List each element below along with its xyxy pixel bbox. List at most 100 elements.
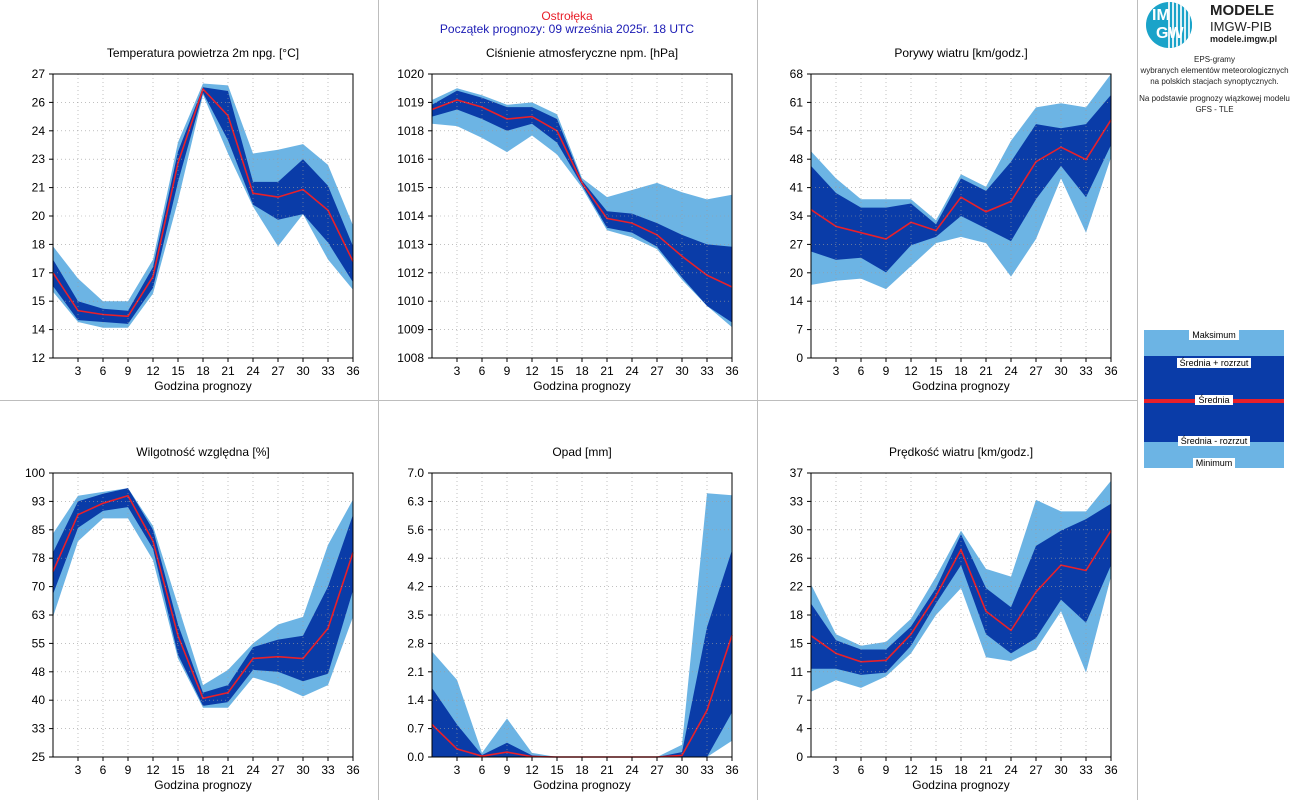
x-tick-label: 15 xyxy=(550,763,564,777)
description-line: wybranych elementów meteorologicznych xyxy=(1140,66,1289,75)
x-tick-label: 24 xyxy=(1004,364,1018,378)
x-tick-label: 18 xyxy=(196,763,210,777)
chart-panel: Wilgotność względna [%]25334048556370788… xyxy=(25,445,360,792)
x-axis-label: Godzina prognozy xyxy=(533,379,630,393)
description-line: na polskich stacjach synoptycznych. xyxy=(1150,77,1279,86)
x-tick-label: 24 xyxy=(246,763,260,777)
y-tick-label: 2.8 xyxy=(407,636,424,650)
y-tick-label: 63 xyxy=(32,608,46,622)
y-tick-label: 7 xyxy=(796,693,803,707)
x-tick-label: 18 xyxy=(196,364,210,378)
y-tick-label: 1016 xyxy=(397,152,424,166)
x-axis-label: Godzina prognozy xyxy=(154,379,251,393)
y-tick-label: 14 xyxy=(32,323,46,337)
x-tick-label: 27 xyxy=(271,364,285,378)
legend-label-mean-minus: Średnia - rozrzut xyxy=(1144,436,1284,446)
x-tick-label: 6 xyxy=(100,364,107,378)
x-tick-label: 21 xyxy=(221,763,235,777)
x-tick-label: 21 xyxy=(979,364,993,378)
y-tick-label: 18 xyxy=(790,608,804,622)
x-tick-label: 30 xyxy=(296,763,310,777)
logo-title: MODELE xyxy=(1210,2,1275,19)
y-tick-label: 1008 xyxy=(397,351,424,365)
y-tick-label: 33 xyxy=(790,494,804,508)
inner-band xyxy=(53,488,353,706)
x-tick-label: 12 xyxy=(904,763,918,777)
x-tick-label: 6 xyxy=(479,364,486,378)
y-tick-label: 0.0 xyxy=(407,750,424,764)
y-tick-label: 18 xyxy=(32,237,46,251)
x-tick-label: 9 xyxy=(883,763,890,777)
x-tick-label: 15 xyxy=(171,763,185,777)
y-tick-label: 22 xyxy=(790,580,804,594)
y-tick-label: 1020 xyxy=(397,67,424,81)
chart-panel: Ciśnienie atmosferyczne npm. [hPa] 1008 10… xyxy=(397,46,739,393)
x-tick-label: 9 xyxy=(504,364,511,378)
description-line: EPS-gramy xyxy=(1194,55,1235,64)
y-tick-label: 48 xyxy=(32,665,46,679)
y-tick-label: 37 xyxy=(790,466,804,480)
x-tick-label: 15 xyxy=(929,364,943,378)
inner-band xyxy=(432,550,732,757)
x-tick-label: 3 xyxy=(833,763,840,777)
x-tick-label: 3 xyxy=(75,763,82,777)
y-tick-label: 34 xyxy=(790,209,804,223)
y-tick-label: 68 xyxy=(790,67,804,81)
chart-title: Porywy wiatru [km/godz.] xyxy=(894,46,1027,60)
x-tick-label: 33 xyxy=(700,763,714,777)
mean-line xyxy=(52,494,354,700)
outer-band xyxy=(432,88,732,328)
y-tick-label: 20 xyxy=(32,209,46,223)
y-tick-label: 6.3 xyxy=(407,494,424,508)
y-tick-label: 78 xyxy=(32,551,46,565)
chart-title: Wilgotność względna [%] xyxy=(136,445,269,459)
logo-im: IM xyxy=(1152,7,1170,24)
y-tick-label: 41 xyxy=(790,181,804,195)
x-tick-label: 6 xyxy=(479,763,486,777)
x-tick-label: 36 xyxy=(1104,763,1118,777)
y-tick-label: 1013 xyxy=(397,237,424,251)
x-tick-label: 33 xyxy=(700,364,714,378)
y-tick-label: 70 xyxy=(32,580,46,594)
y-tick-label: 26 xyxy=(32,95,46,109)
y-tick-label: 1009 xyxy=(397,323,424,337)
x-tick-label: 27 xyxy=(1029,763,1043,777)
y-tick-label: 14 xyxy=(790,294,804,308)
x-tick-label: 21 xyxy=(979,763,993,777)
x-tick-label: 6 xyxy=(858,364,865,378)
x-tick-label: 33 xyxy=(1079,763,1093,777)
x-tick-label: 24 xyxy=(625,763,639,777)
x-tick-label: 24 xyxy=(1004,763,1018,777)
y-tick-label: 0 xyxy=(796,351,803,365)
forecast-start: Początek prognozy: 09 września 2025r. 18… xyxy=(440,22,694,36)
y-tick-label: 93 xyxy=(32,494,46,508)
x-tick-label: 18 xyxy=(575,364,589,378)
description-line: GFS - TLE xyxy=(1195,105,1234,114)
y-tick-label: 5.6 xyxy=(407,523,424,537)
y-tick-label: 4 xyxy=(796,722,803,736)
x-tick-label: 36 xyxy=(346,763,360,777)
sidebar: IM GW MODELE IMGW-PIB modele.imgw.pl EPS… xyxy=(1138,0,1291,800)
chart-title: Temperatura powietrza 2m npg. [°C] xyxy=(107,46,299,60)
x-tick-label: 12 xyxy=(146,364,160,378)
y-tick-label: 21 xyxy=(32,181,46,195)
x-tick-label: 15 xyxy=(929,763,943,777)
x-tick-label: 12 xyxy=(904,364,918,378)
logo-gw: GW xyxy=(1156,25,1184,42)
x-axis-label: Godzina prognozy xyxy=(912,379,1009,393)
x-tick-label: 9 xyxy=(883,364,890,378)
y-tick-label: 1019 xyxy=(397,95,424,109)
band-legend: Maksimum Średnia + rozrzut Średnia Średn… xyxy=(1144,330,1284,468)
x-tick-label: 18 xyxy=(575,763,589,777)
y-tick-label: 27 xyxy=(790,237,804,251)
inner-band xyxy=(53,87,353,324)
x-tick-label: 3 xyxy=(833,364,840,378)
x-tick-label: 15 xyxy=(550,364,564,378)
y-tick-label: 1010 xyxy=(397,294,424,308)
plot-frame xyxy=(431,73,733,359)
y-tick-label: 20 xyxy=(790,266,804,280)
x-tick-label: 21 xyxy=(221,364,235,378)
y-tick-label: 23 xyxy=(32,152,46,166)
x-tick-label: 9 xyxy=(125,364,132,378)
y-tick-label: 0.7 xyxy=(407,722,424,736)
